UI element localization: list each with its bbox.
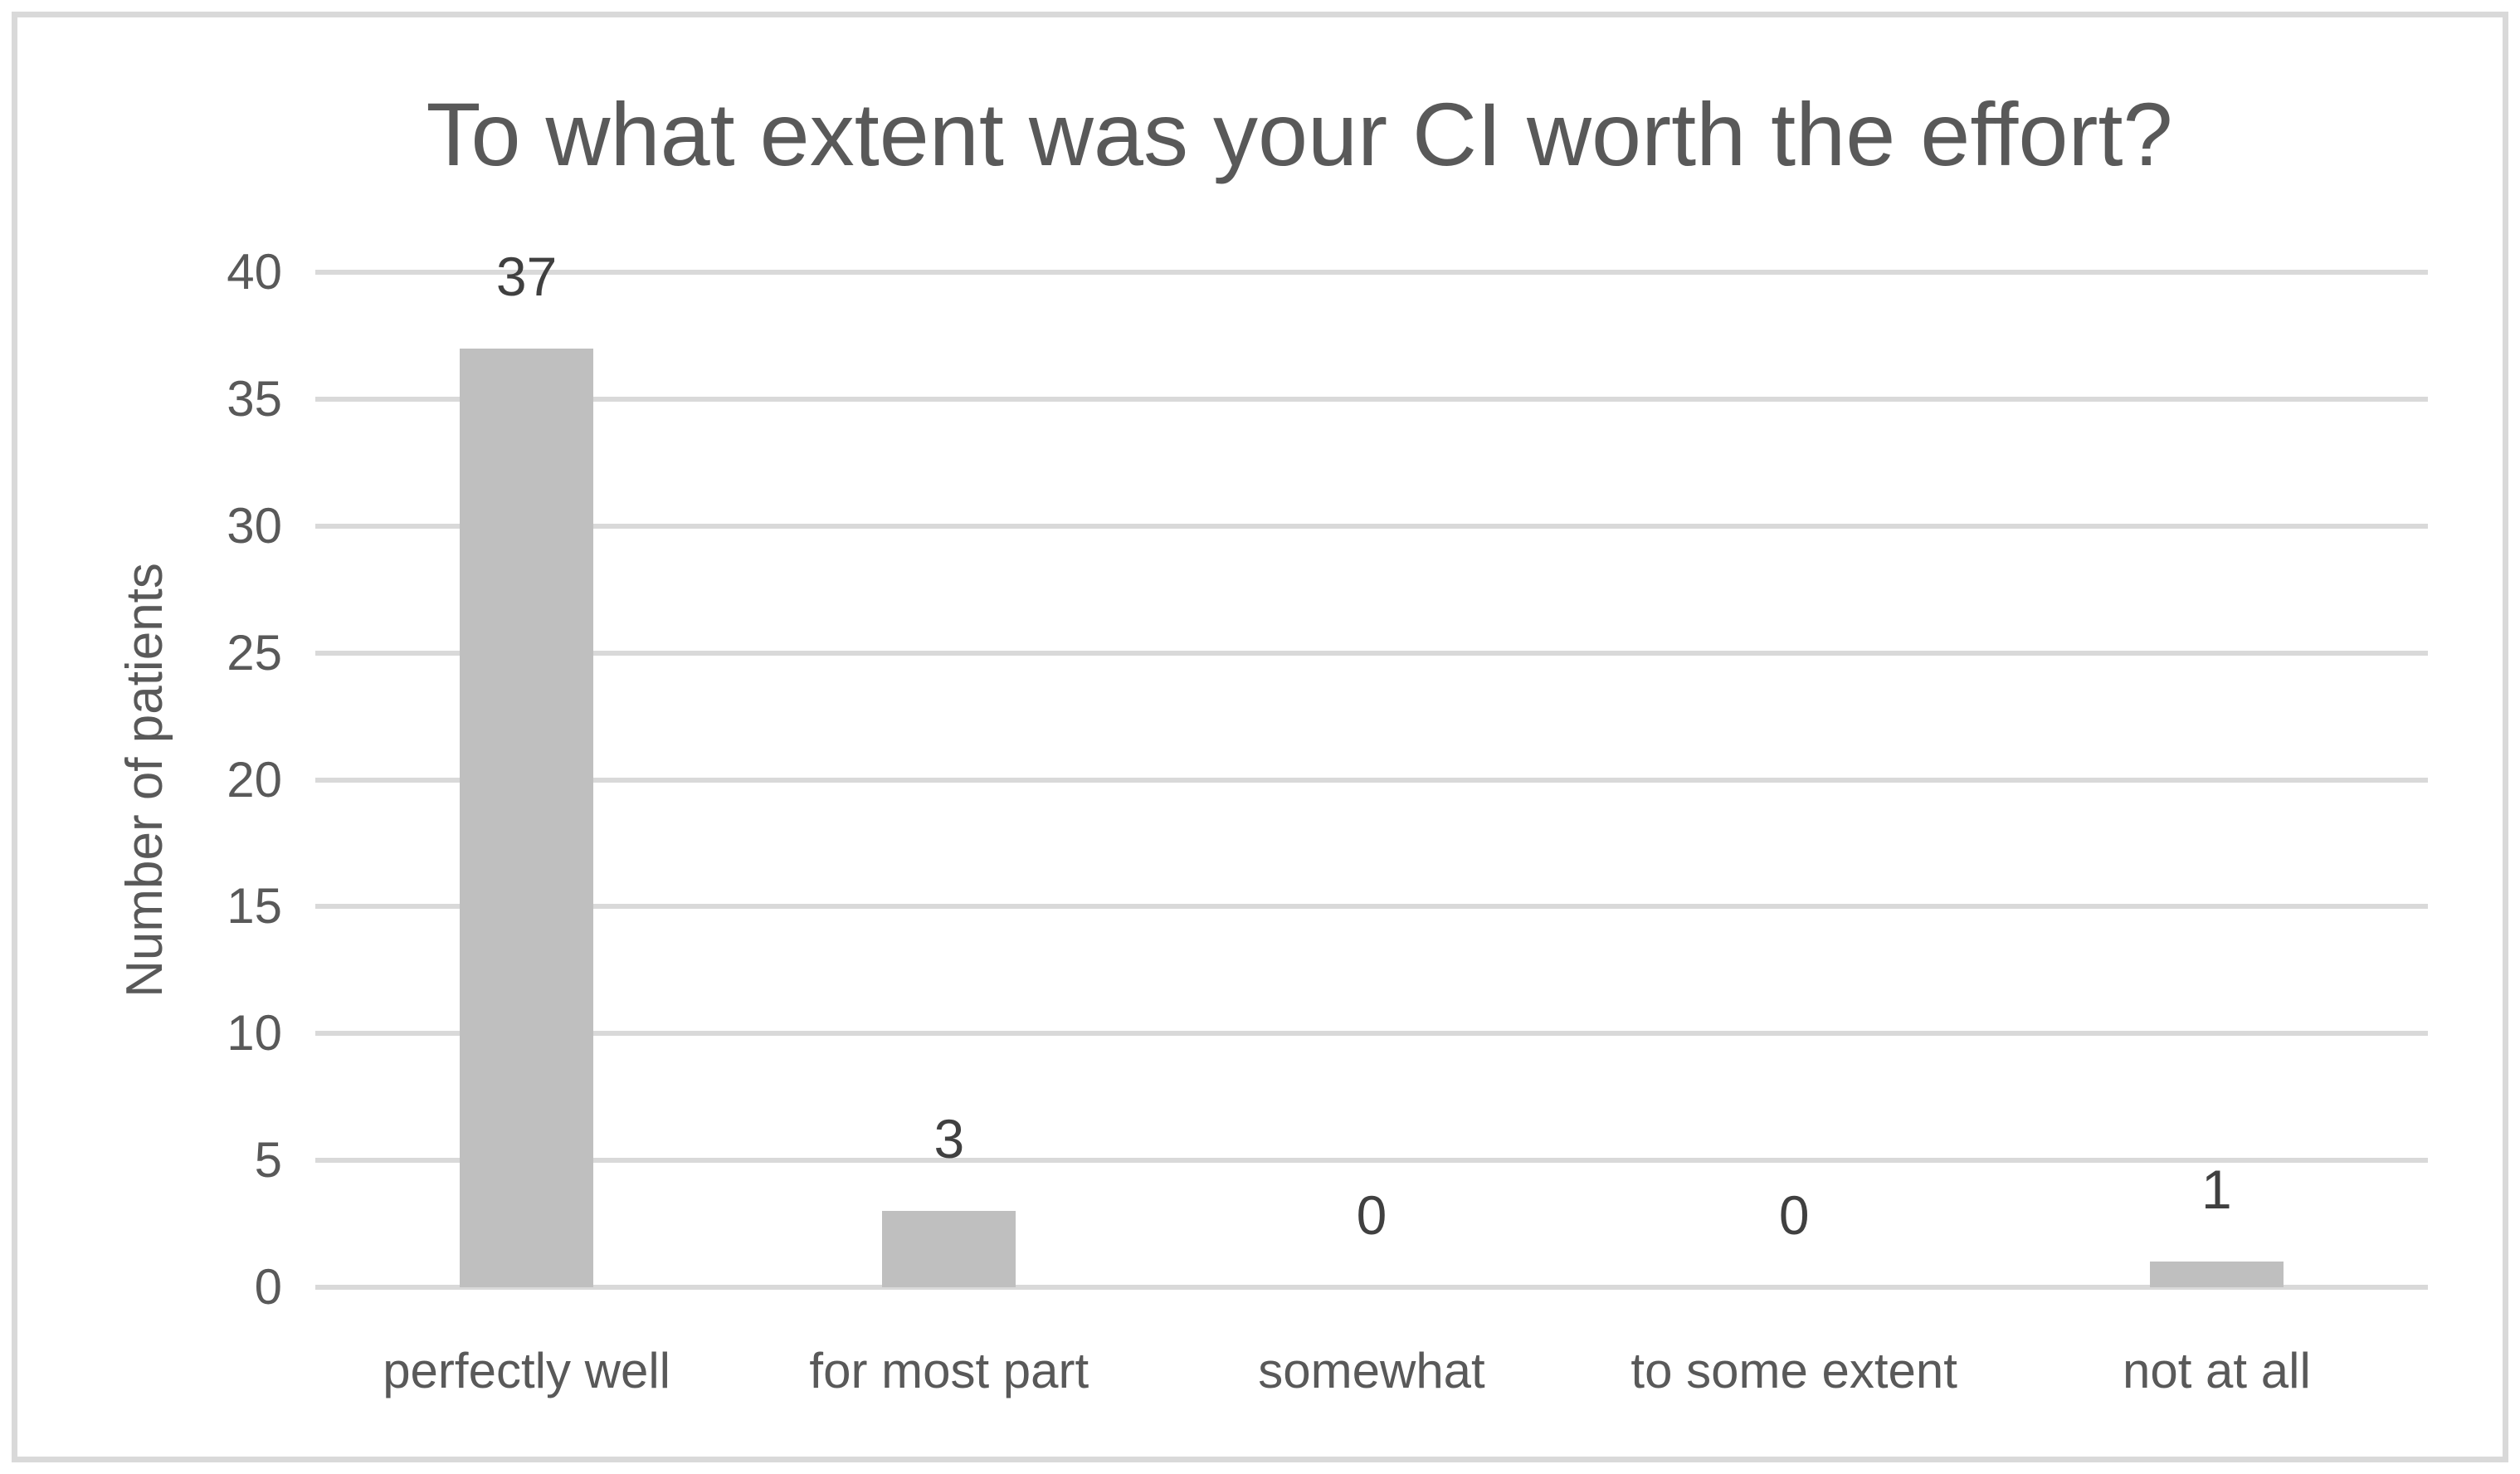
y-tick-label-0: 0: [254, 1259, 282, 1315]
data-label-somewhat: 0: [1356, 1184, 1387, 1246]
gridline-y-10: [315, 1031, 2428, 1037]
gridline-y-5: [315, 1158, 2428, 1164]
gridline-y-40: [315, 270, 2428, 275]
bar-not-at-all: [2149, 1262, 2284, 1287]
bar-perfectly-well: [460, 348, 594, 1287]
gridline-y-35: [315, 396, 2428, 402]
chart-border: [12, 12, 2508, 1462]
gridline-y-20: [315, 777, 2428, 783]
gridline-y-0: [315, 1285, 2428, 1290]
data-label-for-most-part: 3: [933, 1108, 965, 1170]
data-label-to-some-extent: 0: [1778, 1184, 1810, 1246]
gridline-y-15: [315, 904, 2428, 910]
y-tick-label-30: 30: [227, 497, 282, 554]
gridline-y-25: [315, 650, 2428, 656]
chart-title: To what extent was your CI worth the eff…: [426, 84, 2173, 184]
y-tick-label-20: 20: [227, 751, 282, 808]
y-tick-label-5: 5: [254, 1132, 282, 1188]
category-label-perfectly-well: perfectly well: [383, 1343, 670, 1398]
category-label-to-some-extent: to some extent: [1630, 1343, 1957, 1398]
data-label-perfectly-well: 37: [495, 245, 558, 307]
category-label-not-at-all: not at all: [2122, 1343, 2311, 1398]
y-tick-label-15: 15: [227, 878, 282, 935]
y-tick-label-35: 35: [227, 370, 282, 427]
category-label-for-most-part: for most part: [809, 1343, 1089, 1398]
gridline-y-30: [315, 523, 2428, 529]
y-tick-label-40: 40: [227, 244, 282, 300]
y-tick-label-10: 10: [227, 1005, 282, 1062]
data-label-not-at-all: 1: [2201, 1159, 2232, 1221]
y-tick-label-25: 25: [227, 624, 282, 681]
category-label-somewhat: somewhat: [1258, 1343, 1485, 1398]
bar-for-most-part: [882, 1211, 1016, 1287]
